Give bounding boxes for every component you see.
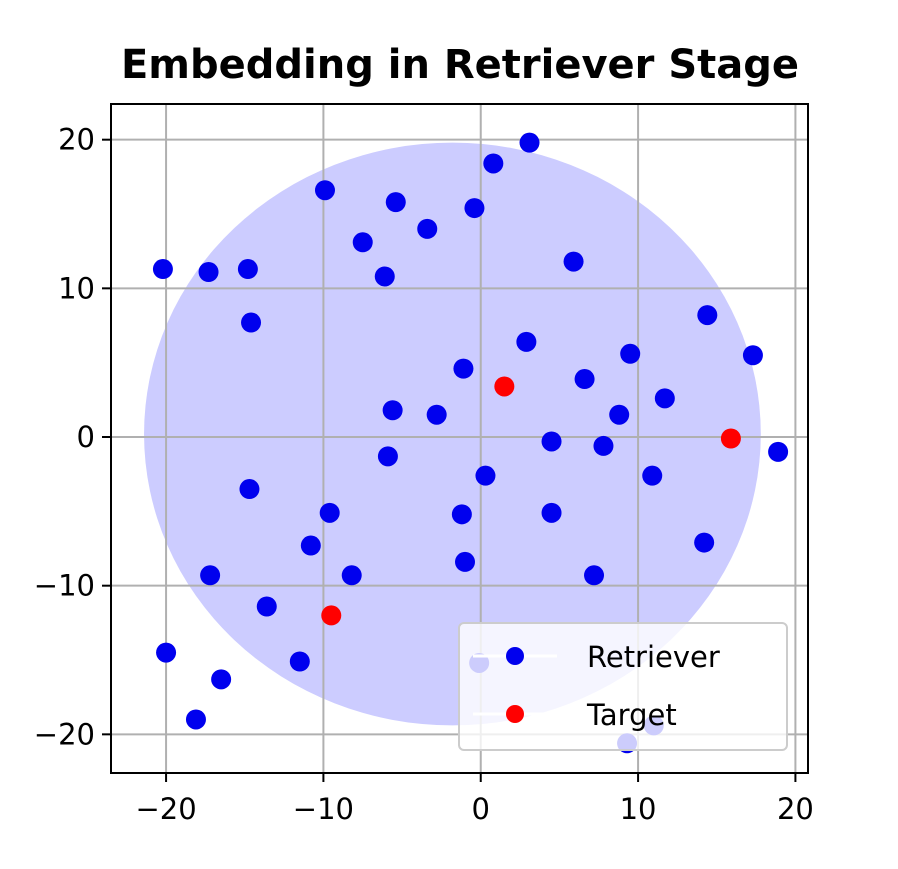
retriever-point	[237, 259, 258, 280]
target-point	[494, 376, 515, 397]
retriever-point	[574, 369, 595, 390]
retriever-point	[451, 504, 472, 525]
retriever-point	[475, 465, 496, 486]
x-tick-label: −10	[293, 792, 354, 826]
retriever-point	[426, 404, 447, 425]
retriever-point	[620, 343, 641, 364]
retriever-point	[483, 153, 504, 174]
retriever-point	[152, 259, 173, 280]
retriever-point	[198, 261, 219, 282]
x-tick-label: 10	[620, 792, 657, 826]
target-point	[720, 428, 741, 449]
retriever-point	[319, 502, 340, 523]
x-tick-label: 0	[472, 792, 490, 826]
plot-area: −20 −10 0 10 20 −20 −10 0 10 20 Retriever Target	[34, 103, 814, 826]
retriever-point	[385, 192, 406, 213]
retriever-point	[185, 709, 206, 730]
x-tick-label: −20	[135, 792, 196, 826]
retriever-point	[516, 331, 537, 352]
legend-label: Target	[586, 698, 677, 732]
chart-title: Embedding in Retriever Stage	[121, 42, 799, 88]
retriever-point	[341, 565, 362, 586]
retriever-point	[455, 551, 476, 572]
retriever-point	[742, 345, 763, 366]
target-point	[321, 605, 342, 626]
retriever-point	[239, 479, 260, 500]
retriever-point	[200, 565, 221, 586]
y-tick-label: 20	[58, 123, 95, 157]
retriever-point	[352, 232, 373, 253]
retriever-point	[694, 532, 715, 553]
x-tick-label: 20	[777, 792, 814, 826]
retriever-point	[697, 305, 718, 326]
retriever-point	[156, 642, 177, 663]
retriever-point	[377, 446, 398, 467]
y-tick-label: −10	[34, 569, 95, 603]
retriever-point	[654, 388, 675, 409]
retriever-point	[519, 132, 540, 153]
retriever-point	[609, 404, 630, 425]
retriever-point	[256, 596, 277, 617]
retriever-point	[593, 435, 614, 456]
legend-marker	[506, 705, 524, 723]
retriever-point	[374, 266, 395, 287]
y-tick-label: 10	[58, 271, 95, 305]
y-tick-label: −20	[34, 717, 95, 751]
retriever-point	[464, 198, 485, 219]
retriever-point	[241, 312, 262, 333]
retriever-point	[314, 180, 335, 201]
retriever-point	[768, 441, 789, 462]
retriever-point	[541, 431, 562, 452]
retriever-point	[211, 669, 232, 690]
retriever-point	[289, 651, 310, 672]
retriever-point	[563, 251, 584, 272]
legend-label: Retriever	[587, 640, 720, 674]
retriever-point	[382, 400, 403, 421]
retriever-point	[541, 502, 562, 523]
axes-frame	[110, 103, 809, 774]
y-tick-label: 0	[77, 420, 95, 454]
retriever-point	[300, 535, 321, 556]
legend-marker	[506, 647, 524, 665]
retriever-point	[584, 565, 605, 586]
retriever-point	[453, 358, 474, 379]
retriever-point	[642, 465, 663, 486]
retriever-point	[417, 218, 438, 239]
